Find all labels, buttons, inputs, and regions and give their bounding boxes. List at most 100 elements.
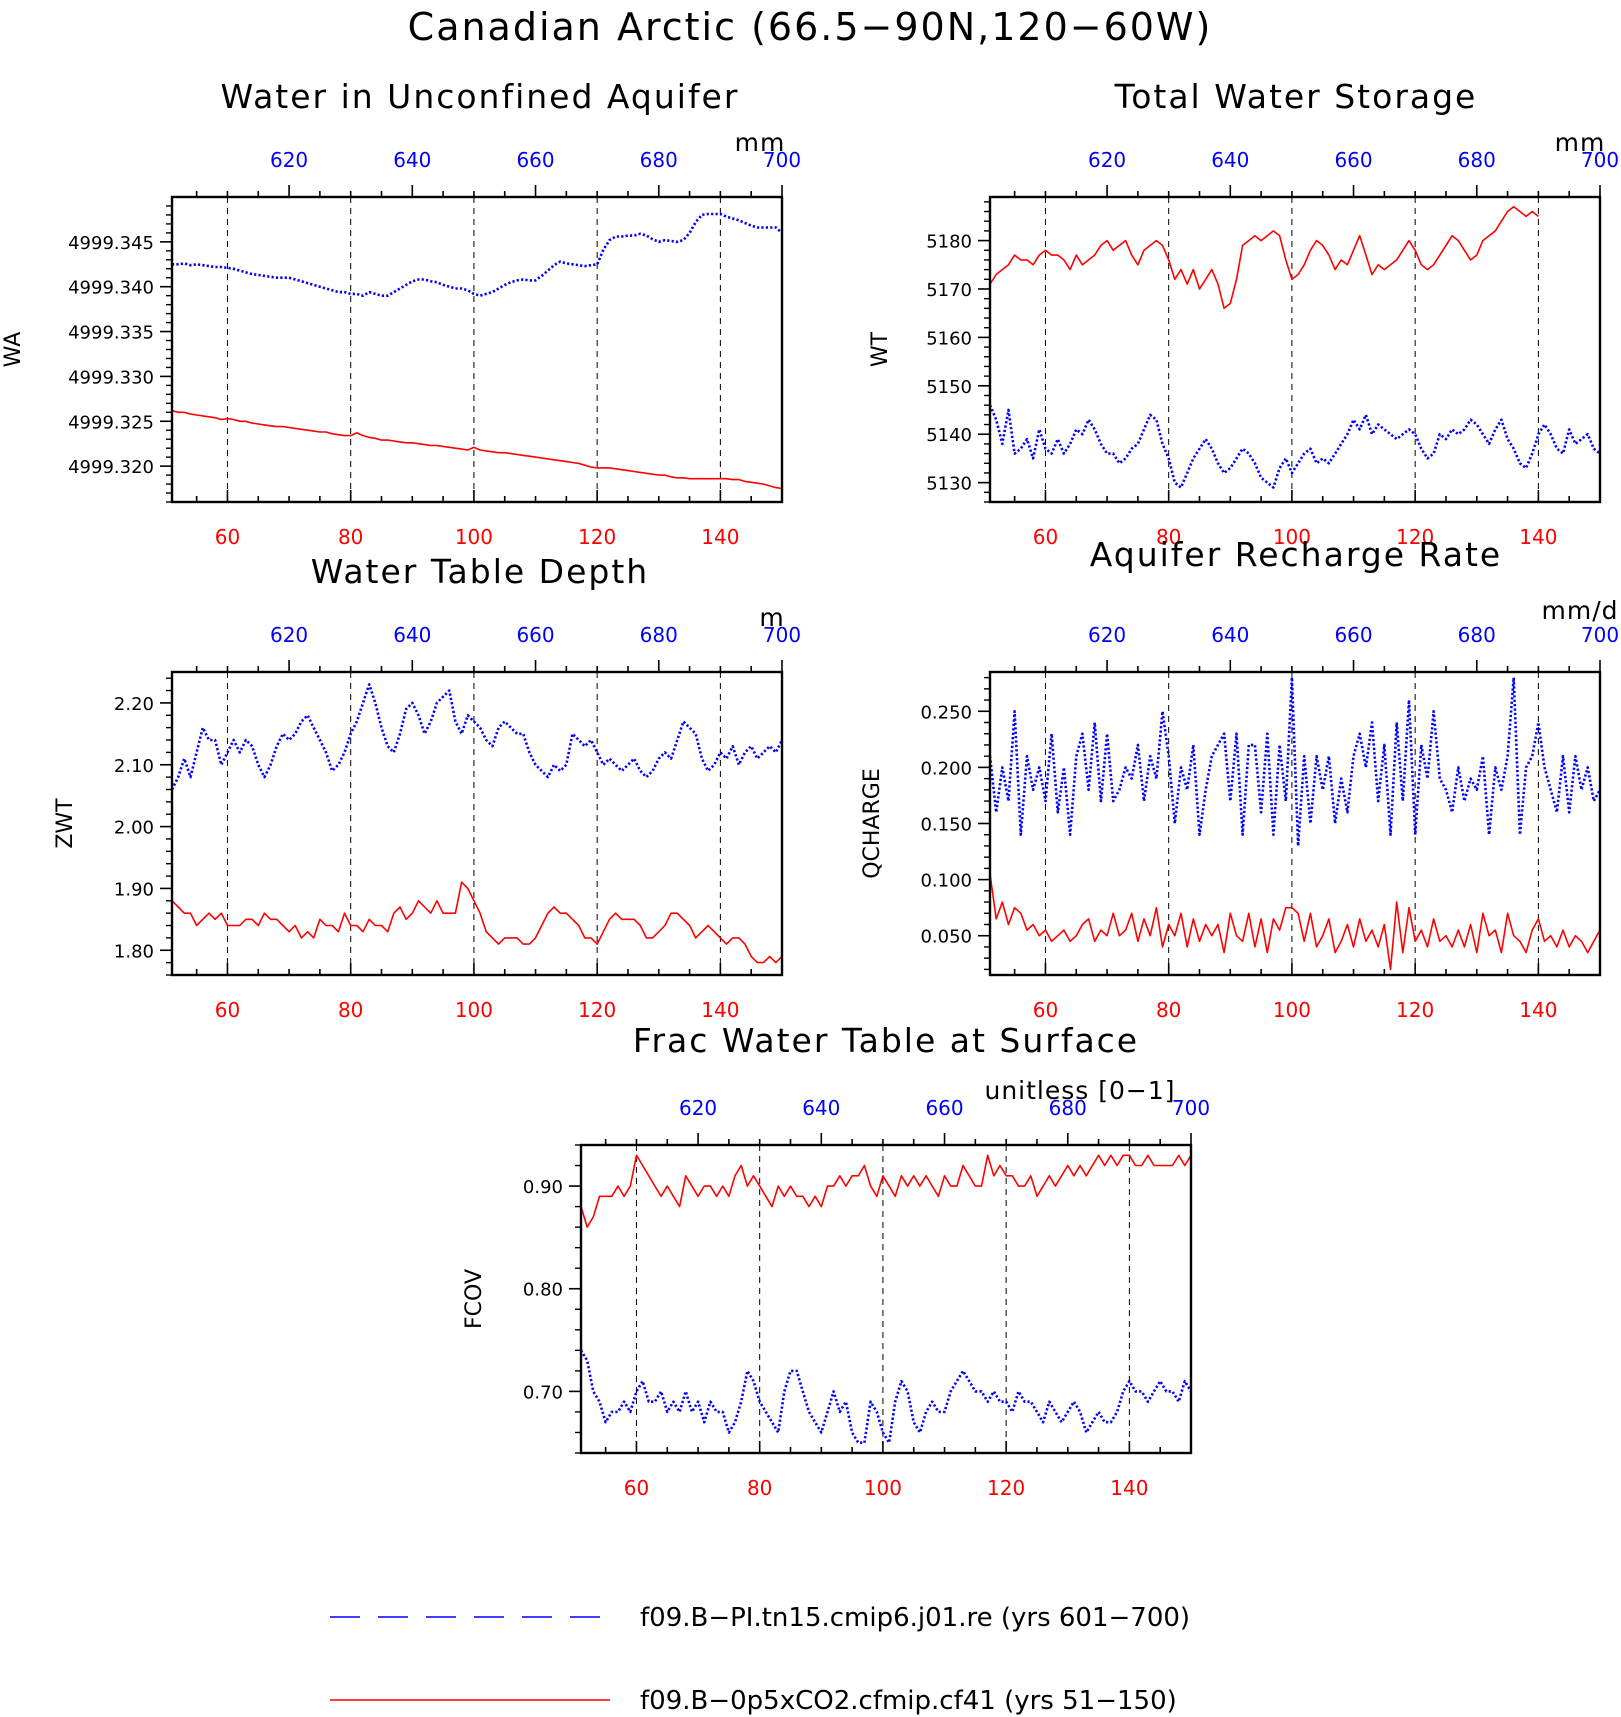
x-top-tick-label: 660 bbox=[516, 623, 554, 647]
x-bottom-tick-label: 140 bbox=[701, 998, 739, 1022]
y-tick-label: 4999.325 bbox=[68, 412, 154, 433]
y-axis-label: WT bbox=[868, 331, 893, 367]
x-top-tick-label: 680 bbox=[1049, 1096, 1087, 1120]
series-line-blue bbox=[581, 1349, 1191, 1444]
y-tick-label: 4999.320 bbox=[68, 457, 154, 478]
series-line-red bbox=[990, 873, 1600, 971]
series-line-red bbox=[172, 409, 782, 490]
x-bottom-tick-label: 120 bbox=[578, 525, 616, 549]
x-bottom-tick-label: 60 bbox=[215, 525, 240, 549]
y-tick-label: 0.80 bbox=[523, 1280, 563, 1301]
x-bottom-tick-label: 140 bbox=[1110, 1476, 1148, 1500]
y-tick-label: 0.70 bbox=[523, 1382, 563, 1403]
series-group bbox=[172, 683, 782, 964]
x-bottom-tick-label: 120 bbox=[1396, 525, 1434, 549]
series-line-red bbox=[581, 1154, 1191, 1228]
series-line-blue bbox=[990, 676, 1600, 848]
x-bottom-tick-label: 60 bbox=[1033, 998, 1058, 1022]
y-tick-label: 1.80 bbox=[114, 941, 154, 962]
x-top-tick-label: 700 bbox=[1172, 1096, 1210, 1120]
y-tick-label: 5150 bbox=[926, 377, 972, 398]
plot-frame bbox=[170, 670, 784, 977]
x-top-tick-label: 660 bbox=[516, 148, 554, 172]
y-axis-label: FCOV bbox=[462, 1269, 487, 1329]
y-tick-label: 5160 bbox=[926, 328, 972, 349]
y-axis-label: QCHARGE bbox=[860, 768, 885, 879]
x-bottom-tick-label: 60 bbox=[1033, 525, 1058, 549]
x-bottom-tick-label: 100 bbox=[455, 525, 493, 549]
x-bottom-tick-label: 80 bbox=[1156, 525, 1181, 549]
panel-total-water-storage: Total Water Storage mm 60 80 100 120 140 620 640… bbox=[868, 77, 1619, 549]
x-top-tick-label: 640 bbox=[1211, 148, 1249, 172]
x-bottom-tick-label: 140 bbox=[1519, 998, 1557, 1022]
series-line-red bbox=[172, 881, 782, 964]
x-top-tick-label: 640 bbox=[1211, 623, 1249, 647]
y-tick-label: 0.150 bbox=[920, 815, 972, 836]
y-tick-label: 2.20 bbox=[114, 694, 154, 715]
units-label: unitless [0−1] bbox=[984, 1076, 1175, 1105]
x-top-tick-label: 660 bbox=[1334, 148, 1372, 172]
x-bottom-tick-label: 120 bbox=[987, 1476, 1025, 1500]
series-line-blue bbox=[172, 683, 782, 791]
legend: f09.B−PI.tn15.cmip6.j01.re (yrs 601−700)… bbox=[330, 1603, 1190, 1716]
x-bottom-tick-label: 140 bbox=[1519, 525, 1557, 549]
x-bottom-tick-label: 100 bbox=[455, 998, 493, 1022]
y-tick-label: 5130 bbox=[926, 474, 972, 495]
figure-title: Canadian Arctic (66.5−90N,120−60W) bbox=[408, 5, 1213, 49]
y-tick-label: 2.10 bbox=[114, 756, 154, 777]
series-line-blue bbox=[990, 404, 1600, 489]
panel-title: Aquifer Recharge Rate bbox=[1090, 535, 1502, 574]
panel-water-table-depth: Water Table Depth m 60 80 100 120 140 620 640 660… bbox=[53, 552, 801, 1022]
legend-red-label: f09.B−0p5xCO2.cfmip.cf41 (yrs 51−150) bbox=[640, 1686, 1177, 1716]
plot-frame bbox=[579, 1143, 1193, 1455]
x-top-tick-label: 660 bbox=[925, 1096, 963, 1120]
x-top-tick-label: 620 bbox=[270, 623, 308, 647]
x-bottom-tick-label: 80 bbox=[338, 525, 363, 549]
y-tick-label: 0.050 bbox=[920, 927, 972, 948]
y-tick-label: 0.90 bbox=[523, 1177, 563, 1198]
series-group bbox=[990, 205, 1600, 489]
units-label: mm bbox=[1555, 128, 1606, 157]
x-bottom-tick-label: 120 bbox=[578, 998, 616, 1022]
y-tick-label: 0.100 bbox=[920, 871, 972, 892]
series-group bbox=[581, 1154, 1191, 1444]
y-tick-label: 0.200 bbox=[920, 758, 972, 779]
units-label: mm bbox=[735, 128, 786, 157]
panel-title: Frac Water Table at Surface bbox=[633, 1021, 1139, 1060]
x-top-tick-label: 680 bbox=[640, 148, 678, 172]
x-top-tick-label: 700 bbox=[1581, 148, 1619, 172]
y-tick-label: 4999.335 bbox=[68, 323, 154, 344]
x-top-tick-label: 680 bbox=[1458, 623, 1496, 647]
x-top-tick-label: 680 bbox=[1458, 148, 1496, 172]
y-tick-label: 2.00 bbox=[114, 818, 154, 839]
plot-frame bbox=[988, 670, 1602, 977]
x-top-tick-label: 620 bbox=[679, 1096, 717, 1120]
panel-aquifer-recharge-rate: Aquifer Recharge Rate mm/d 60 80 100 120 140 62… bbox=[860, 535, 1619, 1022]
x-bottom-tick-label: 80 bbox=[338, 998, 363, 1022]
x-bottom-tick-label: 100 bbox=[864, 1476, 902, 1500]
x-top-tick-label: 640 bbox=[393, 623, 431, 647]
units-label: mm/d bbox=[1542, 596, 1619, 625]
x-top-tick-label: 620 bbox=[1088, 148, 1126, 172]
y-tick-label: 4999.330 bbox=[68, 367, 154, 388]
x-top-tick-label: 700 bbox=[1581, 623, 1619, 647]
x-bottom-tick-label: 140 bbox=[701, 525, 739, 549]
x-top-tick-label: 640 bbox=[393, 148, 431, 172]
x-bottom-tick-label: 80 bbox=[747, 1476, 772, 1500]
panel-title: Water in Unconfined Aquifer bbox=[221, 77, 740, 116]
series-group bbox=[172, 212, 782, 490]
series-line-red bbox=[990, 205, 1539, 310]
plot-frame bbox=[988, 195, 1602, 504]
y-tick-label: 5140 bbox=[926, 425, 972, 446]
y-axis-label: ZWT bbox=[53, 798, 78, 849]
x-top-tick-label: 640 bbox=[802, 1096, 840, 1120]
y-tick-label: 5180 bbox=[926, 232, 972, 253]
x-bottom-tick-label: 100 bbox=[1273, 998, 1311, 1022]
x-bottom-tick-label: 60 bbox=[215, 998, 240, 1022]
y-tick-label: 5170 bbox=[926, 280, 972, 301]
x-top-tick-label: 660 bbox=[1334, 623, 1372, 647]
panel-frac-water-table-at-surface: Frac Water Table at Surface unitless [0−1… bbox=[462, 1021, 1210, 1500]
y-axis-label: WA bbox=[1, 332, 26, 368]
legend-blue-label: f09.B−PI.tn15.cmip6.j01.re (yrs 601−700) bbox=[640, 1603, 1190, 1633]
